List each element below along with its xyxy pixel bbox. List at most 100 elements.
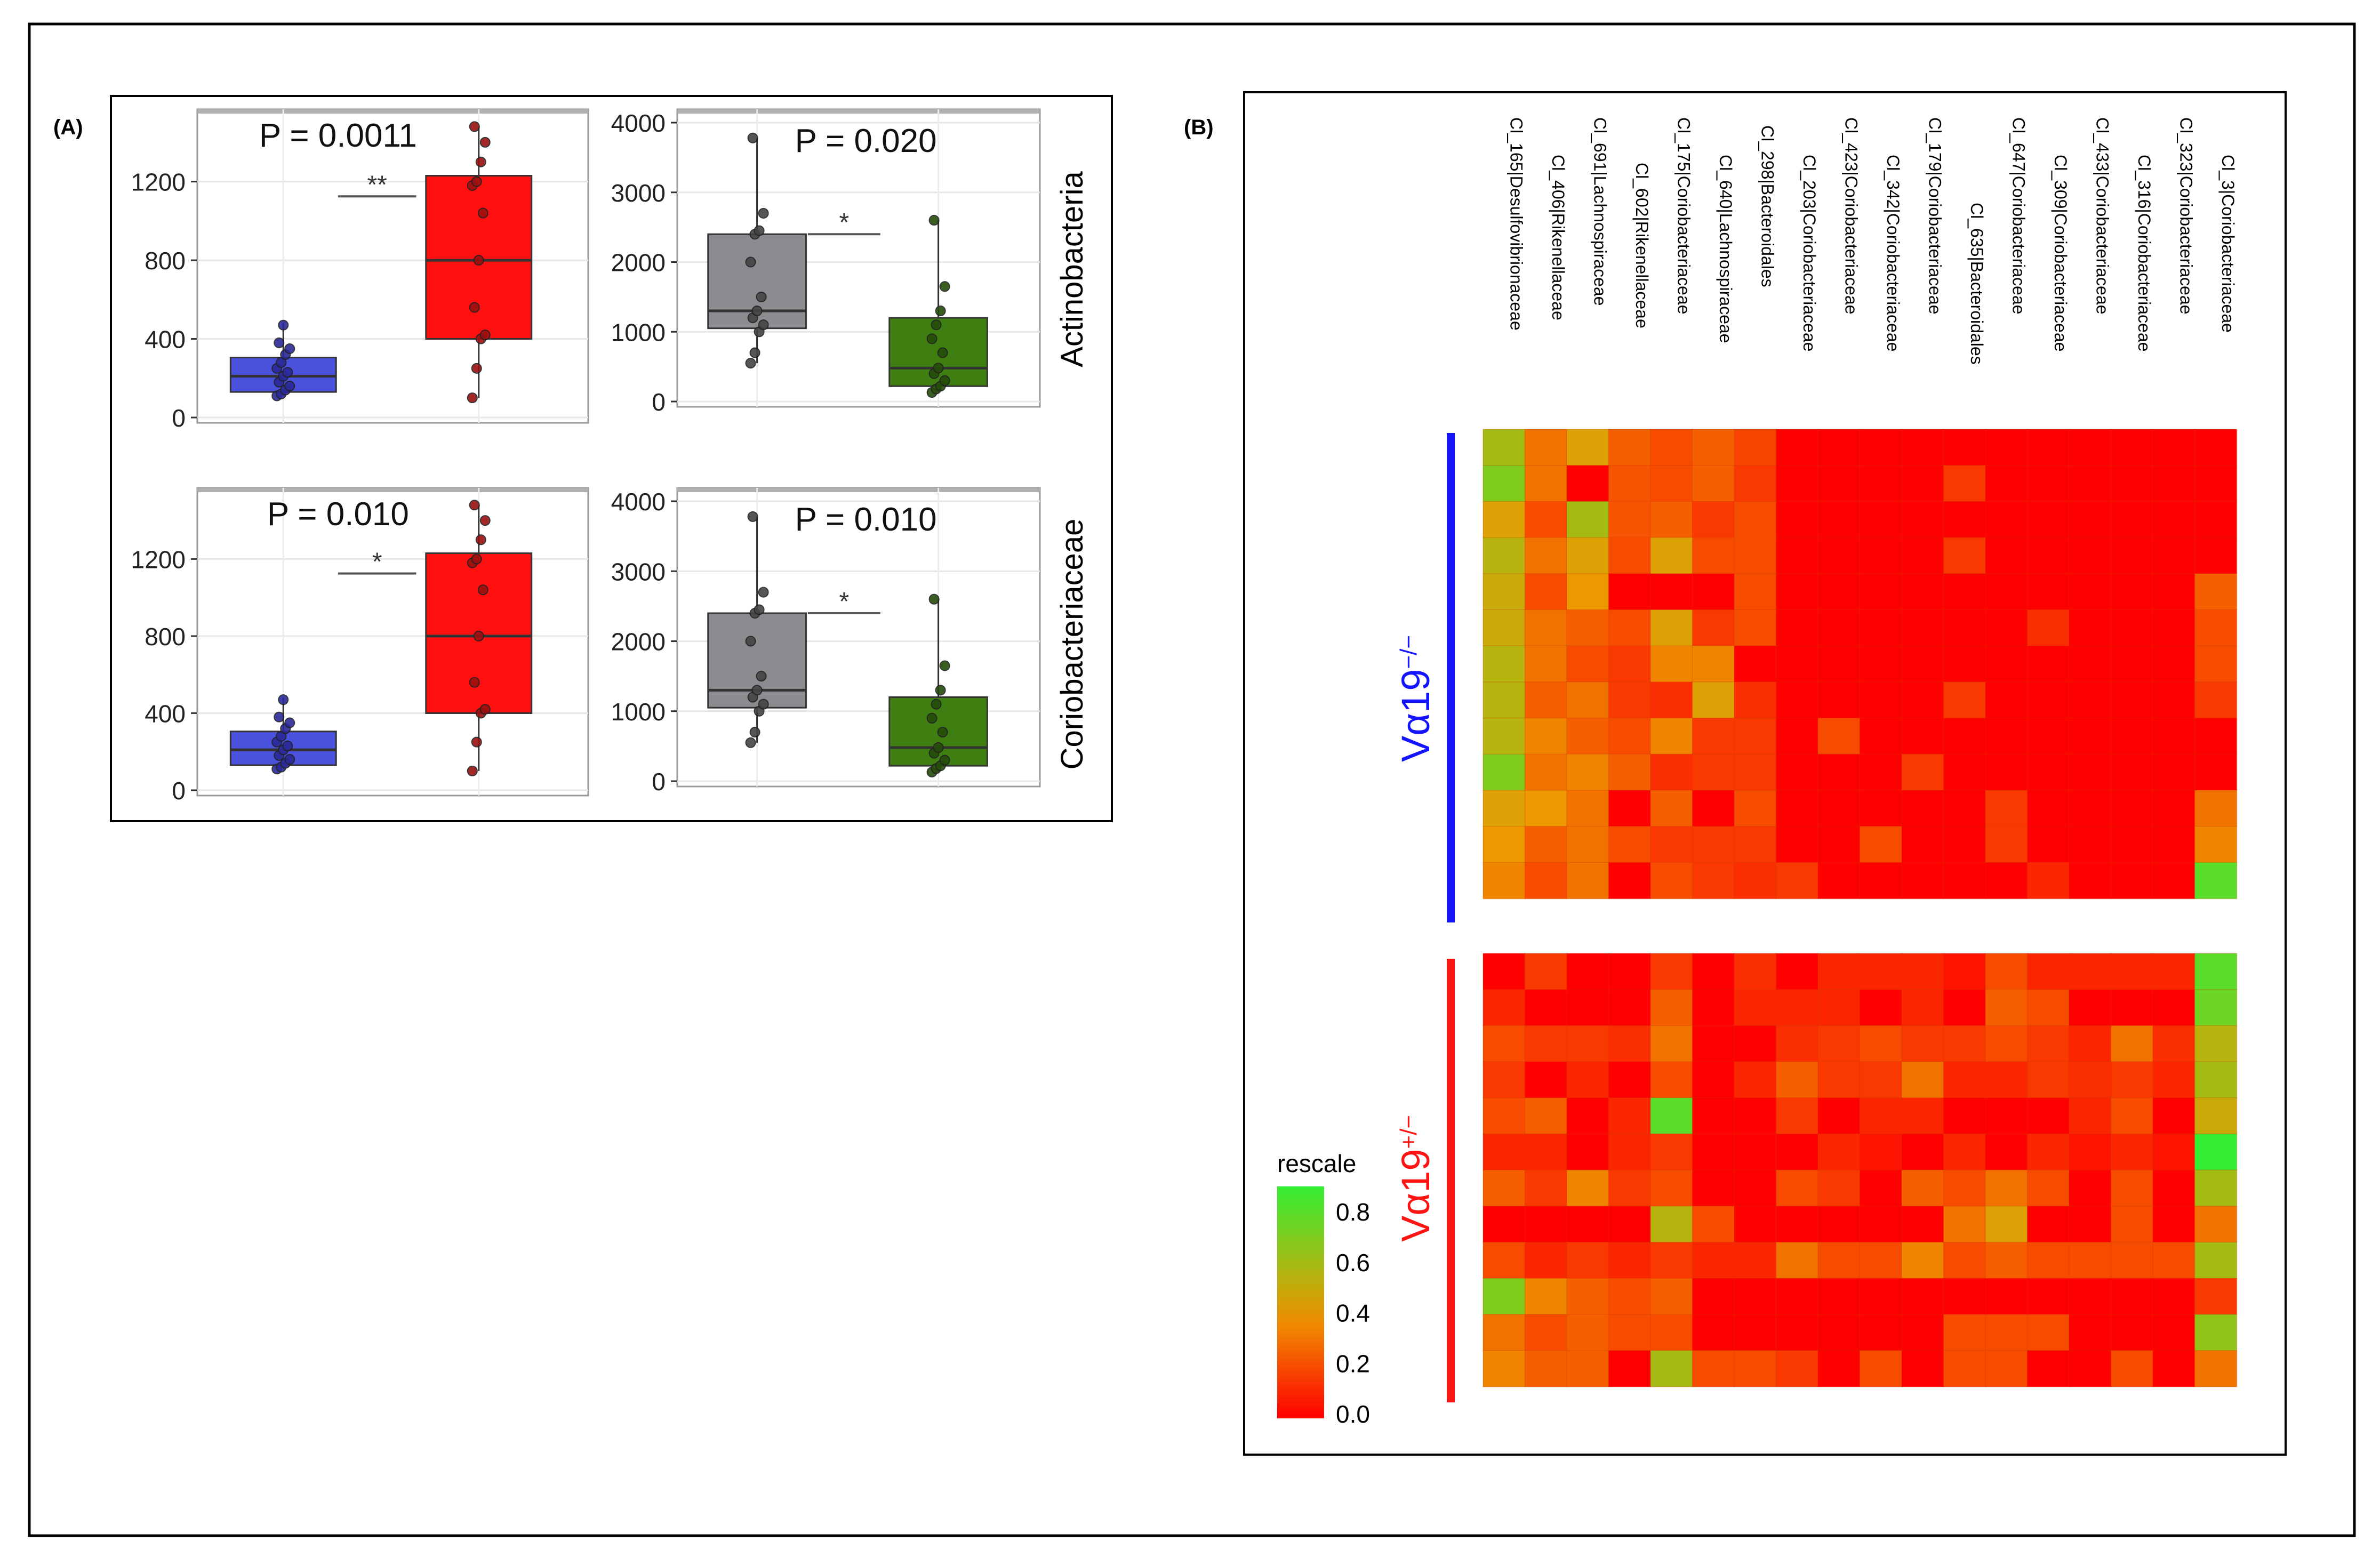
heatmap-cell — [2152, 790, 2195, 827]
heatmap-cell — [1608, 1133, 1652, 1171]
heatmap-cell — [2026, 429, 2070, 466]
heatmap-cell — [1775, 1241, 1819, 1279]
heatmap-cell — [1943, 429, 1986, 466]
heatmap-cell — [2069, 501, 2112, 539]
heatmap-cell — [1650, 681, 1693, 719]
heatmap-cell — [2110, 681, 2154, 719]
heatmap-cell — [2110, 501, 2154, 539]
heatmap-cell — [2194, 429, 2238, 466]
heatmap-block-1 — [1483, 429, 2238, 900]
heatmap-cell — [1775, 429, 1819, 466]
heatmap-cell — [1692, 645, 1735, 683]
heatmap-cell — [2110, 862, 2154, 900]
column-label: Cl_640|Lachnospiraceae — [1716, 155, 1735, 343]
heatmap-cell — [1692, 1025, 1735, 1063]
heatmap-cell — [1608, 681, 1652, 719]
heatmap-cell — [1817, 717, 1861, 755]
heatmap-cell — [1566, 1350, 1609, 1387]
heatmap-cell — [1692, 537, 1735, 575]
heatmap-cell — [1859, 862, 1903, 900]
heatmap-cell — [1734, 1097, 1777, 1135]
heatmap-cell — [1650, 429, 1693, 466]
data-point — [479, 330, 491, 341]
data-point — [274, 711, 285, 723]
heatmap-cell — [2152, 1133, 2195, 1171]
heatmap-cell — [1859, 1241, 1903, 1279]
data-point — [758, 207, 769, 219]
heatmap-cell — [1901, 1169, 1944, 1207]
heatmap-cell — [1985, 501, 2028, 539]
heatmap-cell — [1566, 790, 1609, 827]
heatmap-cell — [1692, 825, 1735, 863]
heatmap-cell — [1901, 1133, 1944, 1171]
heatmap-cell — [1985, 537, 2028, 575]
heatmap-cell — [1901, 1314, 1944, 1351]
heatmap-cell — [1608, 501, 1652, 539]
heatmap-cell — [1734, 1169, 1777, 1207]
heatmap-cell — [2026, 537, 2070, 575]
heatmap-cell — [2110, 953, 2154, 990]
heatmap-cell — [1985, 1097, 2028, 1135]
data-point — [477, 207, 488, 219]
heatmap-cell — [1817, 1097, 1861, 1135]
heatmap-cell — [2194, 862, 2238, 900]
heatmap-cell — [1483, 537, 1526, 575]
heatmap-cell — [1775, 1025, 1819, 1063]
heatmap-legend: rescale 0.8 0.6 0.4 0.2 0.0 — [1277, 1150, 1370, 1428]
heatmap-cell — [2152, 1097, 2195, 1135]
heatmap-cell — [1985, 753, 2028, 791]
heatmap-cell — [1483, 1314, 1526, 1351]
heatmap-cell — [1692, 1350, 1735, 1387]
heatmap-cell — [1775, 825, 1819, 863]
heatmap-cell — [2152, 717, 2195, 755]
heatmap-cell — [1608, 464, 1652, 502]
heatmap-cell — [2110, 1133, 2154, 1171]
heatmap-cell — [1692, 989, 1735, 1026]
heatmap-cell — [1608, 1206, 1652, 1243]
heatmap-cell — [1692, 1206, 1735, 1243]
heatmap-cell — [1650, 1206, 1693, 1243]
heatmap-cell — [2152, 1025, 2195, 1063]
heatmap-cell — [1734, 790, 1777, 827]
heatmap-cell — [1859, 537, 1903, 575]
heatmap-cell — [1483, 717, 1526, 755]
data-point — [278, 319, 289, 331]
heatmap-cell — [1524, 989, 1568, 1026]
heatmap-cell — [2069, 681, 2112, 719]
heatmap-cell — [1608, 1314, 1652, 1351]
heatmap-cell — [1775, 1169, 1819, 1207]
heatmap-cell — [2026, 501, 2070, 539]
heatmap-cell — [1524, 609, 1568, 647]
data-point — [479, 137, 491, 148]
heatmap-cell — [2194, 645, 2238, 683]
heatmap-cell — [1775, 645, 1819, 683]
heatmap-cell — [1524, 573, 1568, 611]
y-tick-label: 0 — [172, 777, 186, 805]
heatmap-cell — [2026, 609, 2070, 647]
group-bar — [1447, 959, 1455, 1402]
row-label-actinobacteria: Actinobacteria — [1055, 171, 1089, 367]
heatmap-cell — [2152, 989, 2195, 1026]
heatmap-cell — [1650, 1061, 1693, 1099]
heatmap-cell — [1524, 1350, 1568, 1387]
data-point — [939, 375, 950, 386]
heatmap-cell — [1817, 681, 1861, 719]
heatmap-cell — [2194, 1097, 2238, 1135]
legend-tick-label: 0.6 — [1336, 1249, 1370, 1277]
heatmap-cell — [1985, 1350, 2028, 1387]
panel-b-label: (B) — [1184, 116, 1214, 139]
data-point — [475, 156, 486, 167]
heatmap-cell — [2069, 1350, 2112, 1387]
heatmap-cell — [1775, 1206, 1819, 1243]
heatmap-cell — [1943, 1278, 1986, 1315]
y-tick-label: 4000 — [611, 488, 666, 516]
heatmap-cell — [2026, 645, 2070, 683]
heatmap-cell — [1483, 1169, 1526, 1207]
heatmap-cell — [1608, 862, 1652, 900]
heatmap-cell — [2026, 1169, 2070, 1207]
heatmap-cell — [1608, 825, 1652, 863]
heatmap-cell — [2194, 825, 2238, 863]
heatmap-cell — [1943, 1061, 1986, 1099]
heatmap-cell — [1608, 753, 1652, 791]
data-point — [479, 515, 491, 526]
